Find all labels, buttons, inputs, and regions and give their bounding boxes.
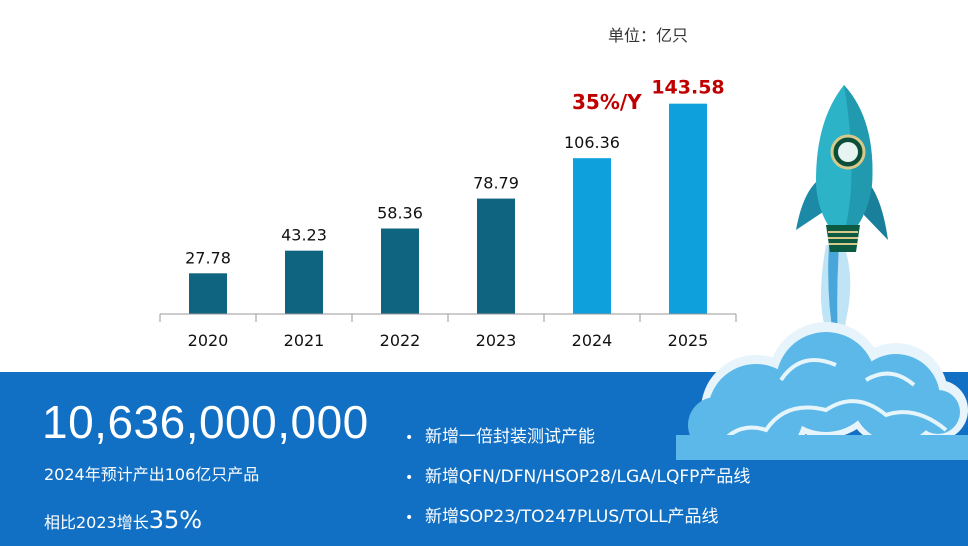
bar-chart: 27.78 2020 43.23 2021 58.36 2022 78.79 2023 106.…: [159, 77, 737, 350]
x-tick-label-2025: 2025: [668, 331, 709, 350]
feature-list: • 新增一倍封装测试产能 • 新增QFN/DFN/HSOP28/LGA/LQFP产品…: [405, 424, 750, 544]
bar-2025: [669, 103, 707, 314]
feature-item: • 新增QFN/DFN/HSOP28/LGA/LQFP产品线: [405, 464, 750, 504]
rocket-exhaust-inner: [828, 245, 839, 342]
rocket-illustration: [676, 85, 968, 460]
x-tick-label-2022: 2022: [380, 331, 421, 350]
bar-2022: [381, 228, 419, 314]
bullet-dot-icon: •: [405, 430, 414, 446]
x-tick-label-2024: 2024: [572, 331, 613, 350]
feature-item-text: 新增SOP23/TO247PLUS/TOLL产品线: [425, 507, 719, 527]
feature-item-text: 新增一倍封装测试产能: [425, 427, 595, 447]
data-label-2020: 27.78: [185, 248, 231, 267]
annual-output-text: 2024年预计产出106亿只产品: [44, 465, 260, 484]
growth-rate-label: 35%/Y: [572, 90, 642, 114]
x-tick-label-2020: 2020: [188, 331, 229, 350]
bar-2020: [189, 273, 227, 314]
growth-text: 相比2023增长35%: [44, 506, 202, 534]
data-label-2025: 143.58: [651, 77, 724, 99]
bullet-dot-icon: •: [405, 470, 414, 486]
feature-item: • 新增SOP23/TO247PLUS/TOLL产品线: [405, 504, 750, 544]
unit-label: 单位：亿只: [608, 26, 689, 45]
feature-item: • 新增一倍封装测试产能: [405, 424, 750, 464]
feature-item-text: 新增QFN/DFN/HSOP28/LGA/LQFP产品线: [425, 467, 751, 487]
bar-2023: [477, 198, 515, 314]
big-number: 10,636,000,000: [42, 396, 369, 448]
x-tick-label-2023: 2023: [476, 331, 517, 350]
cloud-shape: [676, 322, 968, 460]
data-label-2023: 78.79: [473, 174, 519, 193]
data-label-2022: 58.36: [377, 204, 423, 223]
growth-text-value: 35%: [148, 506, 203, 534]
data-label-2021: 43.23: [281, 226, 327, 245]
growth-text-prefix: 相比2023增长: [44, 513, 149, 532]
bullet-dot-icon: •: [405, 510, 414, 526]
x-tick-label-2021: 2021: [284, 331, 325, 350]
bar-2021: [285, 250, 323, 314]
bar-2024: [573, 158, 611, 314]
data-label-2024: 106.36: [564, 133, 620, 152]
